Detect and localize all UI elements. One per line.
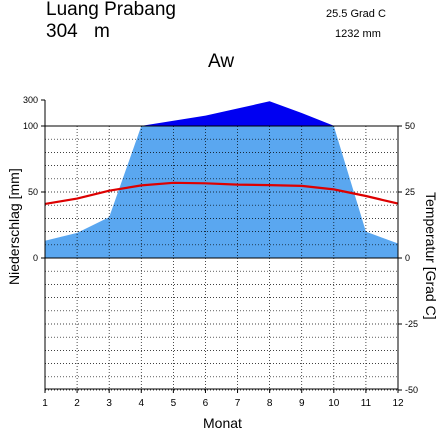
right-tick-label: -50 — [405, 385, 418, 395]
x-tick-label: 4 — [138, 398, 144, 409]
climate-class: Aw — [208, 51, 235, 72]
elevation-unit: m — [94, 21, 110, 42]
x-axis-label: Monat — [203, 415, 242, 431]
temperature-line — [44, 181, 399, 205]
x-tick-label: 11 — [361, 398, 372, 409]
right-tick-label: 25 — [405, 187, 415, 197]
y-axis-label-right: Temperatur [Grad C] — [423, 192, 439, 320]
x-tick-label: 8 — [267, 398, 273, 409]
right-tick-label: 0 — [405, 253, 410, 263]
x-tick-label: 5 — [171, 398, 177, 409]
annual-temperature: 25.5 Grad C — [326, 8, 386, 20]
station-elevation: 304 — [46, 21, 78, 42]
left-tick-label: 300 — [23, 95, 38, 105]
x-tick-label: 7 — [235, 398, 241, 409]
precipitation-excess-area — [140, 101, 335, 126]
right-tick-label: -25 — [405, 319, 418, 329]
precipitation-area — [45, 126, 398, 258]
x-tick-label: 12 — [392, 398, 404, 409]
x-tick-label: 6 — [203, 398, 209, 409]
annual-precipitation: 1232 mm — [335, 28, 381, 40]
x-tick-label: 9 — [299, 398, 305, 409]
left-tick-label: 0 — [33, 253, 38, 263]
y-axis-label-left: Niederschlag [mm] — [6, 168, 22, 285]
x-tick-label: 1 — [42, 398, 48, 409]
station-name: Luang Prabang — [46, 0, 176, 20]
x-tick-label: 2 — [74, 398, 80, 409]
x-tick-label: 3 — [106, 398, 112, 409]
left-tick-label: 50 — [28, 187, 38, 197]
x-tick-label: 10 — [328, 398, 340, 409]
left-tick-label: 100 — [23, 121, 38, 131]
right-tick-label: 50 — [405, 121, 415, 131]
